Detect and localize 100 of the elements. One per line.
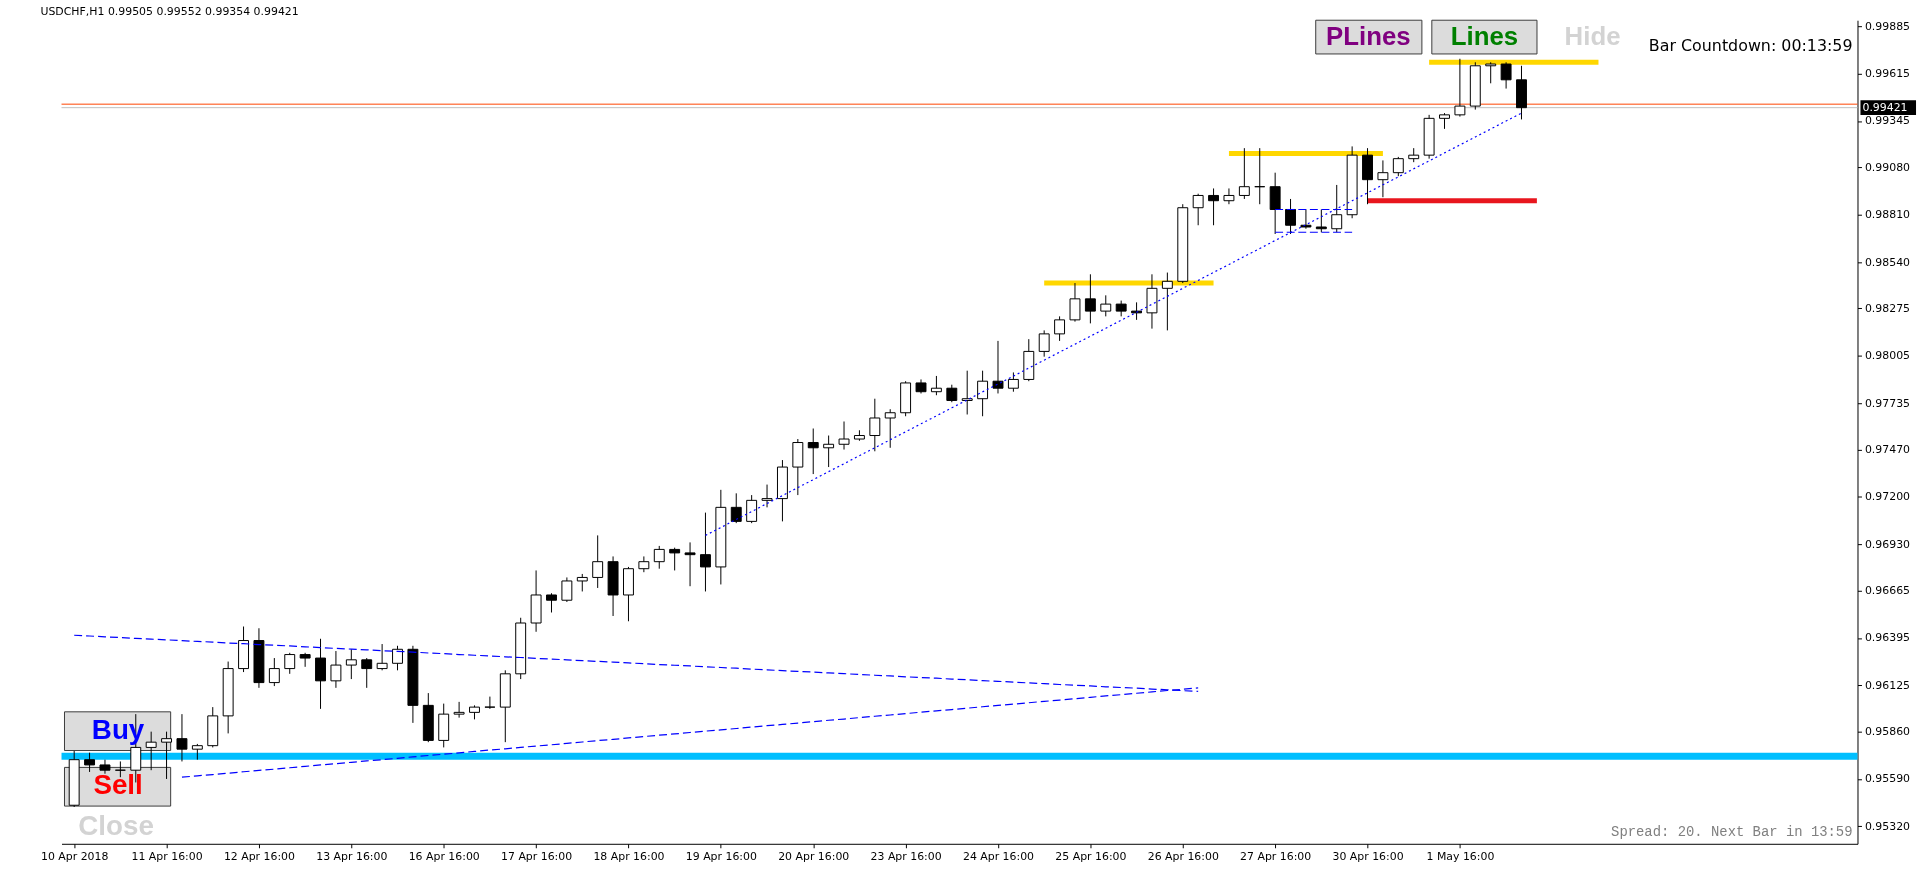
ref-line-label: 0.99421 <box>1862 100 1908 114</box>
x-tick-label: 19 Apr 16:00 <box>685 850 757 864</box>
candlestick <box>884 408 896 449</box>
candlestick <box>1100 294 1112 317</box>
candlestick <box>284 652 296 675</box>
candlestick <box>1485 61 1497 84</box>
annotation: PLines <box>1326 22 1411 51</box>
candlestick <box>1331 184 1343 233</box>
candlestick <box>730 492 742 524</box>
y-tick-label: 0.98540 <box>1864 255 1911 269</box>
candlestick <box>1208 187 1220 226</box>
chart-title: USDCHF,H1 0.99505 0.99552 0.99354 0.99421 <box>40 4 299 18</box>
x-tick-label: 23 Apr 16:00 <box>870 850 942 864</box>
candlestick <box>99 759 111 775</box>
x-tick-label: 13 Apr 16:00 <box>316 850 388 864</box>
candlestick <box>345 648 357 680</box>
candlestick <box>961 370 973 415</box>
candlestick <box>1161 272 1173 331</box>
y-tick-label: 0.96665 <box>1864 584 1911 598</box>
candlestick <box>1084 273 1096 324</box>
y-tick-label: 0.95320 <box>1864 819 1911 833</box>
candlestick <box>1254 147 1266 205</box>
candlestick <box>1192 193 1204 226</box>
y-tick-label: 0.95860 <box>1864 725 1911 739</box>
annotation: Bar Countdown: 00:13:59 <box>1648 35 1853 55</box>
x-tick-label: 11 Apr 16:00 <box>131 850 203 864</box>
x-tick-label: 16 Apr 16:00 <box>408 850 480 864</box>
candlestick <box>669 547 681 571</box>
candlestick <box>638 555 650 573</box>
x-tick-label: 20 Apr 16:00 <box>778 850 850 864</box>
candlestick <box>1454 58 1466 118</box>
candlestick <box>761 484 773 508</box>
candlestick <box>1315 208 1327 233</box>
x-tick-label: 17 Apr 16:00 <box>501 850 573 864</box>
candlestick <box>992 340 1004 394</box>
candlestick <box>746 494 758 524</box>
candlestick <box>684 541 696 587</box>
candlestick <box>592 534 604 589</box>
annotation: Lines <box>1450 22 1519 51</box>
candlestick <box>869 398 881 452</box>
candlestick <box>1238 147 1250 200</box>
y-tick-label: 0.98810 <box>1864 208 1911 222</box>
candlestick <box>823 435 835 468</box>
candlestick <box>930 375 942 396</box>
x-tick-label: 30 Apr 16:00 <box>1332 850 1404 864</box>
candlestick <box>1500 61 1512 90</box>
x-tick-label: 26 Apr 16:00 <box>1147 850 1219 864</box>
candlestick <box>699 512 711 592</box>
candlestick <box>1269 172 1281 235</box>
candlestick <box>361 657 373 689</box>
candlestick <box>1054 315 1066 342</box>
candlestick <box>145 731 157 771</box>
candlestick <box>1377 159 1389 198</box>
candlestick <box>1223 187 1235 205</box>
line-series <box>704 112 1523 536</box>
x-tick-label: 25 Apr 16:00 <box>1055 850 1127 864</box>
y-tick-label: 0.97735 <box>1864 396 1911 410</box>
y-tick-label: 0.98005 <box>1864 349 1911 363</box>
candlestick <box>561 576 573 603</box>
candlestick <box>453 701 465 719</box>
candlestick <box>1069 282 1081 323</box>
candlestick <box>838 421 850 451</box>
y-tick-label: 0.99080 <box>1864 160 1911 174</box>
candlestick <box>1300 208 1312 230</box>
x-tick-label: 12 Apr 16:00 <box>223 850 296 864</box>
y-tick-label: 0.95590 <box>1864 772 1911 786</box>
x-tick-label: 27 Apr 16:00 <box>1240 850 1312 864</box>
candlestick <box>1007 371 1019 393</box>
y-tick-label: 0.96125 <box>1864 678 1911 692</box>
candlestick <box>376 643 388 671</box>
x-tick-label: 18 Apr 16:00 <box>593 850 665 864</box>
candlestick <box>268 657 280 687</box>
candlestick <box>484 696 496 710</box>
y-tick-label: 0.99885 <box>1864 19 1911 33</box>
candlestick <box>1392 156 1404 177</box>
annotation: Sell <box>93 769 143 801</box>
candlestick <box>653 545 665 570</box>
candlestick <box>299 652 311 668</box>
y-tick-label: 0.96930 <box>1864 537 1911 551</box>
candlestick <box>176 713 188 762</box>
y-tick-label: 0.98275 <box>1864 301 1911 315</box>
candlestick <box>84 752 96 773</box>
candlestick <box>330 650 342 689</box>
y-tick-label: 0.97200 <box>1864 490 1911 504</box>
y-tick-label: 0.97470 <box>1864 443 1911 457</box>
candlestick <box>1038 329 1050 358</box>
candlestick <box>807 428 819 475</box>
y-tick-label: 0.96395 <box>1864 631 1911 645</box>
y-tick-label: 0.99615 <box>1864 67 1911 81</box>
x-tick-label: 24 Apr 16:00 <box>962 850 1035 864</box>
candlestick <box>392 645 403 671</box>
candlestick <box>977 370 989 417</box>
x-tick-label: 10 Apr 2018 <box>40 850 109 864</box>
candlestick <box>161 731 173 780</box>
candlestick <box>546 592 557 613</box>
y-tick-label: 0.99345 <box>1864 114 1911 128</box>
x-tick-label: 1 May 16:00 <box>1426 850 1495 864</box>
candlestick <box>1285 198 1296 235</box>
candlestick <box>315 638 326 710</box>
annotation: Spread: 20. Next Bar in 13:59 <box>1611 823 1853 840</box>
